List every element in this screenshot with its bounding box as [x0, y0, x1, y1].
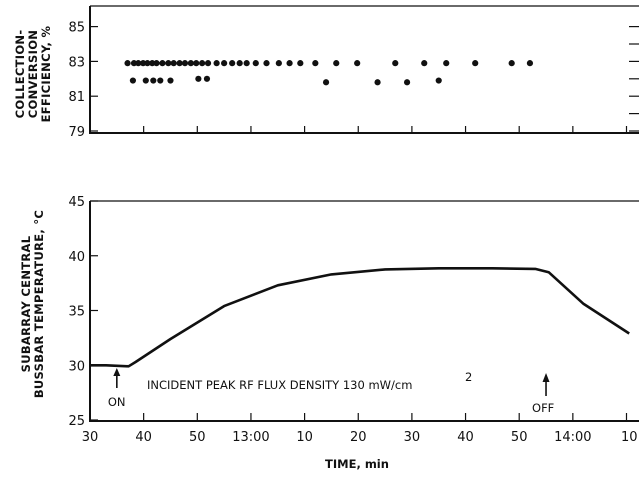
efficiency-point	[199, 60, 206, 67]
on-arrow-head	[113, 368, 121, 376]
efficiency-point	[130, 60, 138, 67]
efficiency-point	[297, 60, 304, 67]
efficiency-point	[203, 75, 211, 82]
efficiency-point	[526, 60, 534, 67]
efficiency-point	[165, 60, 172, 67]
temperature-y-tick-label: 40	[68, 250, 85, 265]
on-annotation: ON	[108, 395, 126, 409]
efficiency-point	[312, 60, 319, 67]
temperature-curve	[90, 267, 630, 368]
efficiency-point	[195, 75, 202, 82]
temperature-x-tick-label: 40	[457, 430, 474, 445]
efficiency-point	[124, 60, 131, 67]
efficiency-point	[181, 60, 189, 67]
temperature-x-tick-label: 14:00	[554, 430, 591, 445]
efficiency-point	[213, 60, 220, 67]
efficiency-point	[403, 79, 411, 86]
temperature-x-tick-label: 10	[621, 430, 638, 445]
efficiency-point	[333, 60, 340, 67]
temperature-y-tick-label: 25	[68, 414, 85, 429]
temperature-xlabel: TIME, min	[325, 457, 389, 471]
efficiency-point	[204, 60, 212, 67]
efficiency-point	[153, 60, 160, 67]
efficiency-point	[472, 60, 479, 67]
efficiency-point	[140, 60, 147, 67]
efficiency-point	[229, 60, 236, 67]
efficiency-point	[252, 60, 259, 67]
temperature-x-tick-label: 10	[296, 430, 313, 445]
temperature-ylabel-line: SUBARRAY CENTRAL	[19, 235, 33, 372]
temperature-x-tick-label: 13:00	[232, 430, 269, 445]
efficiency-point	[354, 60, 361, 67]
efficiency-point	[443, 60, 450, 67]
temperature-y-tick-label: 30	[68, 359, 85, 374]
temperature-x-tick-label: 50	[511, 430, 528, 445]
efficiency-y-tick-label: 79	[68, 125, 85, 140]
efficiency-point	[286, 60, 293, 67]
off-arrow-head	[542, 373, 550, 382]
efficiency-point	[157, 77, 164, 84]
temperature-y-tick-label: 45	[68, 195, 85, 210]
temperature-x-tick-label: 30	[404, 430, 421, 445]
efficiency-point	[221, 60, 228, 67]
temperature-ylabel-line: BUSSBAR TEMPERATURE, °C	[32, 210, 46, 398]
efficiency-axes	[89, 6, 639, 134]
flux-annotation-superscript: 2	[465, 370, 472, 384]
temperature-x-tick-label: 30	[82, 430, 99, 445]
efficiency-y-tick-label: 81	[68, 90, 85, 105]
efficiency-y-tick-label: 85	[68, 21, 85, 36]
efficiency-point	[135, 60, 142, 67]
efficiency-ylabel-line: COLLECTION-	[13, 30, 27, 119]
efficiency-point	[263, 60, 270, 67]
efficiency-point	[129, 77, 137, 84]
efficiency-point	[435, 77, 442, 84]
efficiency-point	[322, 79, 330, 86]
efficiency-point	[159, 60, 166, 67]
efficiency-point	[374, 79, 381, 86]
efficiency-point	[170, 60, 177, 67]
temperature-x-tick-label: 40	[135, 430, 152, 445]
efficiency-point	[149, 60, 156, 67]
temperature-y-tick-label: 35	[68, 305, 85, 320]
efficiency-point	[236, 60, 243, 67]
efficiency-point	[243, 60, 250, 67]
efficiency-point	[275, 60, 282, 67]
efficiency-point	[167, 77, 174, 84]
efficiency-point	[142, 77, 149, 84]
efficiency-point	[193, 60, 200, 67]
efficiency-point	[392, 60, 399, 67]
efficiency-ylabel-line: EFFICIENCY, %	[39, 25, 53, 122]
temperature-x-tick-label: 50	[189, 430, 206, 445]
efficiency-y-tick-label: 83	[68, 55, 85, 70]
efficiency-point	[421, 60, 428, 67]
efficiency-ylabel-line: CONVERSION	[26, 30, 40, 118]
temperature-x-tick-label: 20	[350, 430, 367, 445]
efficiency-point	[176, 60, 183, 67]
efficiency-point	[144, 60, 151, 67]
efficiency-point	[150, 77, 157, 84]
efficiency-point	[187, 60, 194, 67]
flux-annotation: INCIDENT PEAK RF FLUX DENSITY 130 mW/cm	[147, 378, 412, 392]
efficiency-point	[508, 60, 515, 67]
off-annotation: OFF	[532, 401, 554, 415]
